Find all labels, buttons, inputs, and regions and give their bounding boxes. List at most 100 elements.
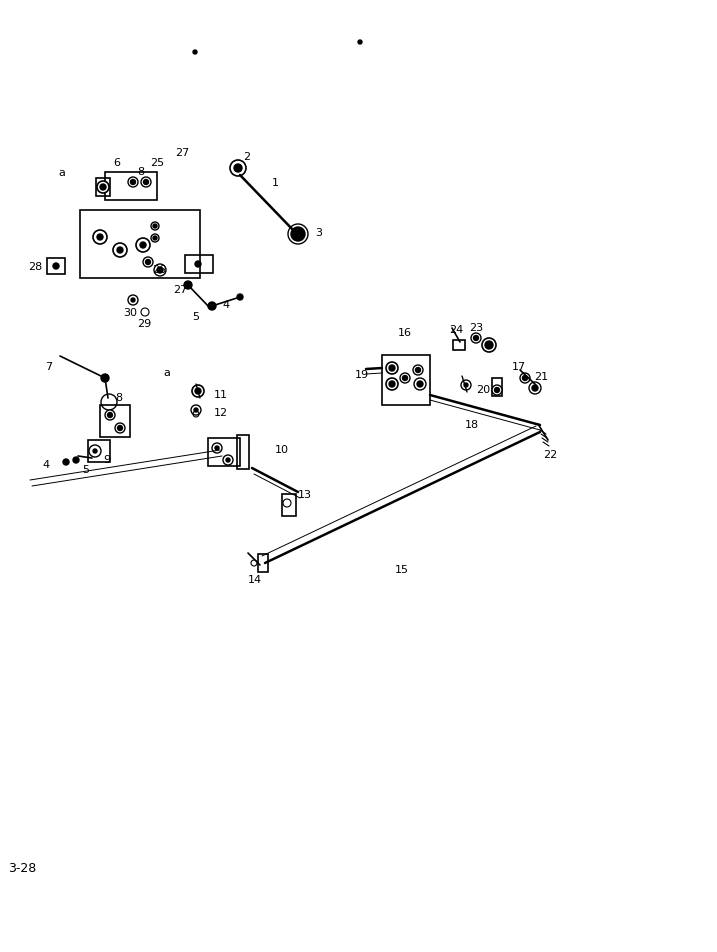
Bar xyxy=(185,255,213,273)
Circle shape xyxy=(215,446,219,450)
Text: 22: 22 xyxy=(543,450,557,460)
Circle shape xyxy=(415,367,420,372)
Bar xyxy=(105,172,157,200)
Text: 11: 11 xyxy=(214,390,228,400)
Circle shape xyxy=(223,455,233,465)
Circle shape xyxy=(154,264,166,276)
Bar xyxy=(100,405,130,437)
Text: 16: 16 xyxy=(398,328,412,338)
Circle shape xyxy=(400,373,410,383)
Text: 26: 26 xyxy=(152,265,166,275)
Bar xyxy=(237,435,249,469)
Circle shape xyxy=(386,362,398,374)
Circle shape xyxy=(153,224,157,228)
Circle shape xyxy=(143,257,153,267)
Text: 24: 24 xyxy=(449,325,463,335)
Circle shape xyxy=(389,381,395,387)
Circle shape xyxy=(53,263,59,269)
Circle shape xyxy=(141,177,151,187)
Text: 5: 5 xyxy=(192,312,199,322)
Circle shape xyxy=(529,382,541,394)
Text: 27: 27 xyxy=(173,285,187,295)
Circle shape xyxy=(230,160,246,176)
Bar xyxy=(453,340,465,350)
Circle shape xyxy=(192,385,204,397)
Circle shape xyxy=(128,177,138,187)
Circle shape xyxy=(130,180,136,185)
Circle shape xyxy=(402,375,407,381)
Text: 5: 5 xyxy=(82,465,89,475)
Circle shape xyxy=(105,410,115,420)
Circle shape xyxy=(153,236,157,240)
Text: 8: 8 xyxy=(115,393,122,403)
Text: 29: 29 xyxy=(137,319,151,329)
Text: a: a xyxy=(58,168,65,178)
Bar xyxy=(80,210,200,278)
Circle shape xyxy=(146,260,151,265)
Circle shape xyxy=(193,50,197,54)
Text: 19: 19 xyxy=(355,370,369,380)
Circle shape xyxy=(113,243,127,257)
Circle shape xyxy=(143,180,148,185)
Text: 7: 7 xyxy=(45,362,52,372)
Circle shape xyxy=(492,385,502,395)
Circle shape xyxy=(461,380,471,390)
Circle shape xyxy=(157,267,163,273)
Bar xyxy=(96,178,110,196)
Circle shape xyxy=(151,222,159,230)
Circle shape xyxy=(104,397,114,407)
Circle shape xyxy=(118,426,123,430)
Circle shape xyxy=(140,242,146,248)
Bar xyxy=(282,494,296,516)
Text: 25: 25 xyxy=(150,158,164,168)
Circle shape xyxy=(237,294,243,300)
Circle shape xyxy=(234,164,242,172)
Circle shape xyxy=(471,333,481,343)
Text: 21: 21 xyxy=(534,372,548,382)
Circle shape xyxy=(101,394,117,410)
Circle shape xyxy=(520,373,530,383)
Circle shape xyxy=(93,449,97,453)
Circle shape xyxy=(151,234,159,242)
Text: 4: 4 xyxy=(222,300,229,310)
Circle shape xyxy=(141,308,149,316)
Text: 23: 23 xyxy=(469,323,483,333)
Text: 14: 14 xyxy=(248,575,262,585)
Text: 10: 10 xyxy=(275,445,289,455)
Circle shape xyxy=(226,458,230,462)
Bar xyxy=(258,554,268,572)
Circle shape xyxy=(128,295,138,305)
Circle shape xyxy=(413,365,423,375)
Circle shape xyxy=(108,412,113,418)
Text: 4: 4 xyxy=(42,460,49,470)
Text: 3: 3 xyxy=(315,228,322,238)
Circle shape xyxy=(389,365,395,371)
Circle shape xyxy=(136,238,150,252)
Circle shape xyxy=(532,385,538,391)
Text: 18: 18 xyxy=(465,420,479,430)
Circle shape xyxy=(195,261,201,267)
Circle shape xyxy=(523,375,528,381)
Circle shape xyxy=(464,383,468,387)
Circle shape xyxy=(184,281,192,289)
Circle shape xyxy=(208,302,216,310)
Circle shape xyxy=(414,378,426,390)
Text: 8: 8 xyxy=(137,167,144,177)
Circle shape xyxy=(191,405,201,415)
Circle shape xyxy=(101,374,109,382)
Text: a: a xyxy=(163,368,170,378)
Bar xyxy=(208,438,240,466)
Text: 1: 1 xyxy=(272,178,279,188)
Circle shape xyxy=(73,457,79,463)
Circle shape xyxy=(194,408,198,412)
Text: 12: 12 xyxy=(214,408,228,418)
Text: 27: 27 xyxy=(175,148,189,158)
Text: 20: 20 xyxy=(476,385,490,395)
Circle shape xyxy=(386,378,398,390)
Circle shape xyxy=(100,184,106,190)
Circle shape xyxy=(485,341,493,349)
Circle shape xyxy=(283,499,291,507)
Circle shape xyxy=(195,388,201,394)
Circle shape xyxy=(291,227,305,241)
Circle shape xyxy=(131,298,135,302)
